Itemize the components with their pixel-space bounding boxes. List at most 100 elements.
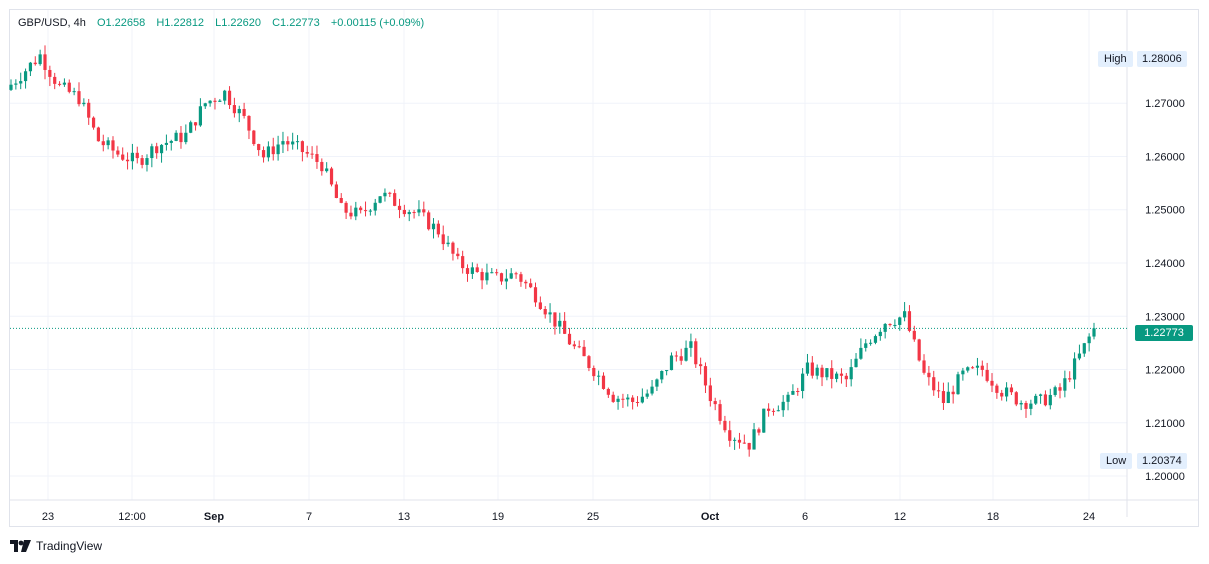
candle-body: [1019, 402, 1023, 405]
candle-body: [504, 278, 508, 282]
candle-body: [159, 144, 164, 154]
candle-body: [427, 212, 431, 230]
candle-body: [77, 91, 81, 105]
candle-body: [28, 62, 33, 72]
ohlc-low: L1.22620: [215, 17, 262, 29]
candle-body: [87, 102, 91, 118]
candle-body: [572, 344, 576, 347]
candle-body: [932, 377, 936, 391]
high-tag-value: 1.28006: [1137, 51, 1187, 67]
candle-body: [912, 330, 916, 340]
candle-body: [747, 442, 751, 450]
candle-body: [922, 360, 926, 373]
candle-body: [1009, 387, 1014, 393]
y-tick-label: 1.27000: [1145, 98, 1185, 110]
candle-body: [898, 317, 902, 325]
candle-body: [155, 146, 159, 154]
candle-body: [232, 105, 236, 114]
candle-body: [140, 158, 144, 165]
candle-body: [995, 385, 999, 393]
candle-body: [985, 369, 989, 381]
candle-body: [57, 83, 62, 85]
symbol-name[interactable]: GBP/USD: [18, 17, 68, 29]
candle-body: [907, 311, 912, 331]
candle-body: [82, 102, 86, 105]
candle-body: [869, 342, 873, 344]
candle-body: [558, 320, 562, 327]
candle-body: [820, 367, 824, 378]
candle-body: [757, 429, 761, 433]
candle-body: [1038, 394, 1043, 396]
candle-body: [694, 341, 698, 365]
x-tick-label: 6: [802, 511, 808, 523]
candle-body: [533, 287, 538, 303]
candle-body: [567, 333, 572, 345]
candle-body: [728, 430, 732, 441]
candle-body: [325, 168, 329, 172]
candle-body: [519, 274, 523, 282]
candle-body: [193, 122, 198, 126]
candle-body: [737, 439, 742, 443]
brand-name: TradingView: [36, 539, 103, 553]
chart-frame: [9, 9, 1199, 527]
candle-body: [665, 370, 669, 372]
candle-body: [441, 234, 445, 245]
candle-body: [966, 367, 970, 371]
tradingview-logo[interactable]: TradingView: [10, 539, 102, 553]
candle-body: [699, 364, 703, 367]
candle-body: [893, 324, 897, 326]
candle-body: [223, 90, 227, 101]
candle-body: [130, 152, 135, 162]
candle-body: [936, 390, 941, 392]
candle-body: [257, 144, 261, 151]
candle-body: [101, 141, 105, 146]
candle-body: [23, 71, 28, 82]
candle-body: [266, 146, 270, 158]
candle-body: [111, 140, 115, 151]
candle-body: [713, 401, 717, 405]
candle-body: [801, 373, 805, 392]
candle-body: [1077, 353, 1082, 359]
candle-body: [626, 397, 630, 400]
candle-body: [635, 401, 640, 403]
candle-body: [495, 272, 499, 274]
x-tick-label: 24: [1083, 511, 1095, 523]
candle-body: [446, 242, 450, 245]
candle-body: [606, 388, 610, 395]
candle-body: [514, 273, 518, 275]
candle-body: [703, 366, 708, 386]
candle-body: [767, 408, 771, 411]
candle-body: [237, 108, 241, 114]
candle-body: [708, 385, 712, 402]
candle-body: [509, 273, 513, 279]
candle-body: [271, 146, 275, 155]
candle-body: [796, 391, 800, 393]
last-price-tag: 1.22773: [1135, 325, 1193, 341]
x-tick-label: Oct: [701, 511, 720, 523]
candle-body: [762, 408, 766, 433]
candle-body: [227, 90, 232, 106]
candle-body: [359, 207, 363, 211]
candle-body: [402, 209, 406, 215]
candle-body: [281, 141, 285, 145]
candle-body: [96, 127, 101, 142]
candle-body: [291, 141, 295, 145]
candle-body: [1072, 358, 1077, 380]
candle-body: [961, 370, 965, 375]
y-tick-label: 1.23000: [1145, 311, 1185, 323]
candle-body: [538, 302, 542, 310]
candle-body: [14, 83, 18, 85]
ohlc-change: +0.00115 (+0.09%): [330, 17, 425, 29]
x-tick-label: 25: [587, 511, 599, 523]
candle-body: [669, 355, 674, 371]
candle-body: [436, 223, 440, 235]
low-tag-label: Low: [1100, 453, 1133, 469]
candle-body: [781, 401, 785, 411]
candle-body: [388, 192, 392, 194]
y-tick-label: 1.20000: [1145, 471, 1185, 483]
candle-body: [169, 140, 173, 143]
interval-label[interactable]: 4h: [73, 17, 86, 29]
x-tick-label: 19: [492, 511, 504, 523]
candle-body: [563, 320, 567, 334]
